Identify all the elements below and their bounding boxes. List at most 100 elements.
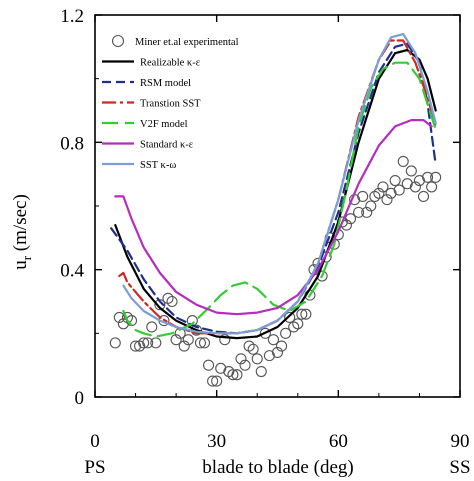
legend-item-transtion-sst: Transtion SST: [102, 99, 201, 110]
legend-label: Transtion SST: [140, 99, 201, 110]
legend-item-standard: Standard κ-ε: [102, 140, 194, 151]
experimental-point: [207, 375, 219, 387]
experimental-point: [203, 359, 215, 371]
plot-frame: [94, 14, 461, 398]
legend-item-sst: SST κ-ω: [102, 160, 176, 171]
y-tick-label-2: 0.8: [60, 133, 84, 154]
experimental-point: [369, 190, 381, 202]
x-tick-label-0: 0: [90, 431, 100, 452]
y-axis-title-sub: r: [19, 255, 34, 260]
experimental-point: [381, 194, 393, 206]
series-layer: [109, 33, 442, 387]
plot-area: [94, 14, 461, 398]
experimental-point: [113, 311, 125, 323]
legend-label: RSM model: [140, 78, 191, 89]
experimental-point: [251, 353, 263, 365]
experimental-point: [255, 365, 267, 378]
series-standard-line: [114, 119, 433, 316]
y-tick-label-1: 0.4: [60, 261, 84, 282]
experimental-point: [194, 337, 206, 349]
series-realizable-line: [114, 48, 437, 340]
experimental-point: [211, 375, 223, 387]
experimental-point: [276, 340, 288, 352]
y-tick-label-3: 1.2: [60, 6, 84, 27]
experimental-point: [239, 359, 251, 371]
legend-label: SST κ-ω: [140, 160, 176, 171]
legend-label: V2F model: [140, 119, 188, 130]
experimental-point: [146, 321, 158, 333]
legend-item-v2f-model: V2F model: [102, 119, 188, 130]
x-tick-label-60: 60: [329, 431, 348, 452]
x-axis-title: blade to blade (deg): [202, 457, 353, 478]
legend-label: Standard κ-ε: [140, 140, 194, 151]
series-sst-line: [122, 33, 437, 335]
experimental-point: [231, 369, 243, 381]
experimental-point: [292, 318, 304, 330]
experimental-point: [422, 171, 434, 183]
axes: 0 30 60 90 0 0.4 0.8 1.2: [60, 6, 469, 452]
experimental-point: [389, 174, 401, 187]
legend-item-realizable: Realizable κ-ε: [102, 58, 201, 69]
experimental-point: [247, 343, 259, 355]
experimental-point: [357, 190, 369, 202]
experimental-point: [300, 308, 312, 320]
experimental-point: [417, 190, 430, 202]
experimental-point: [150, 337, 162, 349]
experimental-point: [170, 334, 182, 346]
experimental-point: [121, 311, 133, 323]
experimental-point: [405, 165, 417, 177]
legend-label: Realizable κ-ε: [140, 58, 201, 69]
experimental-point: [259, 327, 271, 339]
experimental-point: [426, 181, 438, 193]
experimental-point: [109, 337, 121, 349]
legend-item-rsm-model: RSM model: [102, 78, 191, 89]
experimental-point: [182, 334, 194, 346]
experimental-point: [267, 334, 279, 346]
experimental-point: [243, 340, 255, 352]
experimental-point: [288, 321, 300, 333]
series-v2f-model: [122, 61, 437, 338]
y-axis-title-main: u: [10, 260, 31, 270]
x-tick-label-30: 30: [207, 431, 226, 452]
experimental-point: [166, 295, 178, 308]
experimental-point: [162, 292, 174, 304]
x-end-label-right: SS: [449, 457, 470, 478]
experimental-point: [377, 181, 389, 193]
legend-label: Miner et.al experimental: [135, 37, 239, 48]
experimental-point: [142, 337, 154, 349]
svg-text:ur (m/sec): ur (m/sec): [10, 194, 34, 270]
series-standard: [114, 119, 433, 316]
experimental-point: [178, 340, 190, 352]
y-tick-label-0: 0: [75, 388, 85, 409]
experimental-point: [198, 337, 211, 349]
experimental-point: [344, 213, 357, 225]
legend: Miner et.al experimental Realizable κ-ε RS…: [102, 34, 239, 171]
experimental-point: [296, 308, 308, 320]
experimental-point: [138, 337, 150, 349]
legend-item-miner-et-al-experimental: Miner et.al experimental: [111, 34, 239, 48]
legend-marker: [111, 34, 125, 48]
experimental-point: [373, 187, 385, 199]
experimental-point: [397, 155, 409, 167]
series-miner-et-al-experimental: [109, 155, 442, 387]
series-v2f-model-line: [122, 61, 437, 338]
x-end-label-left: PS: [84, 457, 105, 478]
y-axis-title: ur (m/sec): [10, 194, 34, 270]
x-tick-label-90: 90: [451, 431, 470, 452]
series-realizable: [114, 48, 437, 340]
experimental-point: [271, 346, 284, 358]
experimental-point: [430, 171, 442, 183]
experimental-point: [365, 200, 377, 212]
experimental-point: [219, 334, 231, 346]
experimental-point: [361, 206, 373, 218]
experimental-point: [353, 206, 365, 218]
experimental-point: [393, 184, 405, 196]
experimental-point: [284, 311, 296, 323]
experimental-point: [409, 181, 421, 193]
series-sst: [122, 33, 437, 335]
experimental-point: [280, 327, 292, 339]
y-axis-title-unit: (m/sec): [10, 194, 31, 256]
experimental-point: [227, 369, 239, 381]
experimental-point: [235, 353, 247, 365]
